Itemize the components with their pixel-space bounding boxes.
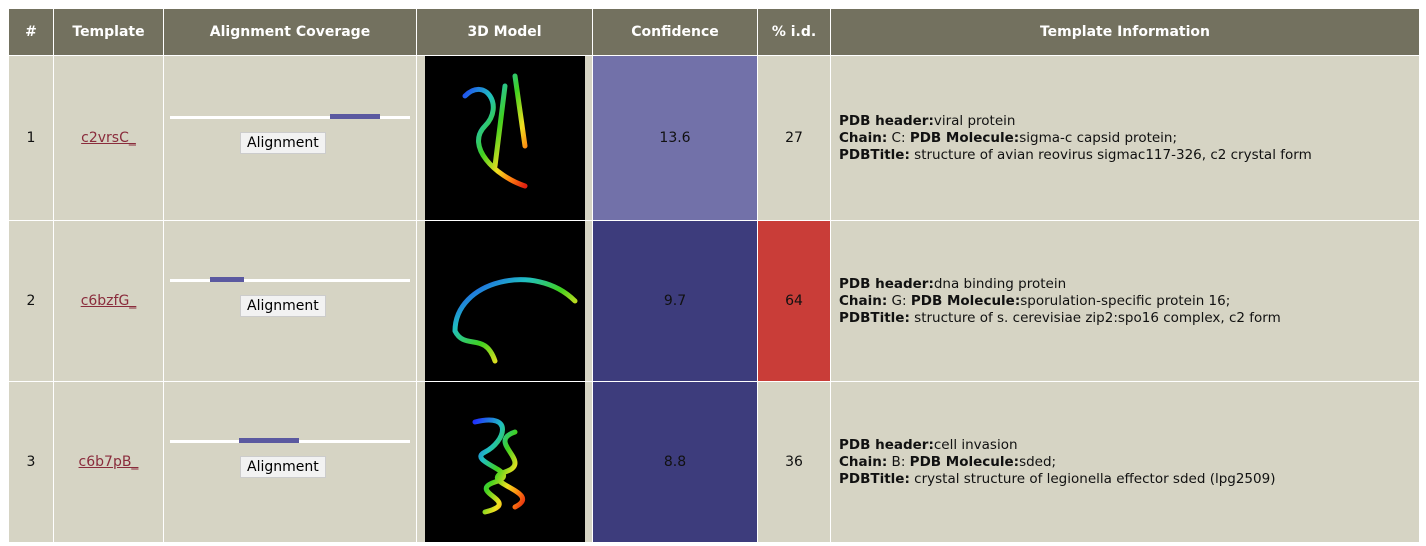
info-label: Chain: [839,130,887,146]
model-cell [417,221,593,382]
coverage: Alignment [164,108,416,168]
info-text: sded; [1019,454,1056,470]
row-number: 3 [9,382,54,543]
confidence: 13.6 [593,56,758,221]
col-header: Template [54,9,164,56]
info-label: PDB header: [839,276,934,292]
template-link[interactable]: c6bzfG_ [81,293,137,309]
percent-identity: 36 [758,382,831,543]
col-header: # [9,9,54,56]
info-label: PDB Molecule: [910,130,1019,146]
confidence: 9.7 [593,221,758,382]
model-image [425,221,585,381]
info-text: cell invasion [934,437,1018,453]
col-header: % i.d. [758,9,831,56]
alignment-button[interactable]: Alignment [240,295,326,317]
info-text: sigma-c capsid protein; [1019,130,1177,146]
template-cell: c2vrsC_ [54,56,164,221]
coverage-cell: Alignment [164,221,417,382]
info-label: PDBTitle: [839,471,910,487]
template-cell: c6b7pB_ [54,382,164,543]
percent-identity: 64 [758,221,831,382]
coverage-segment [330,114,380,119]
model-image [425,56,585,220]
ribbon [475,420,523,512]
coverage-line [170,279,410,282]
protein-model [425,56,585,220]
col-header: Confidence [593,9,758,56]
coverage-cell: Alignment [164,56,417,221]
info-label: PDB header: [839,113,934,129]
info-label: PDB Molecule: [911,293,1020,309]
info-text: sporulation-specific protein 16; [1020,293,1230,309]
template-link[interactable]: c2vrsC_ [81,130,136,146]
template-link[interactable]: c6b7pB_ [79,454,139,470]
info-text: crystal structure of legionella effector… [910,471,1276,487]
template-info: PDB header:viral protein Chain: C: PDB Mo… [831,56,1420,221]
model-cell [417,382,593,543]
info-text: dna binding protein [934,276,1066,292]
protein-model [425,221,585,381]
model-image [425,382,585,542]
percent-identity: 27 [758,56,831,221]
header-row: # Template Alignment Coverage 3D Model C… [9,9,1420,56]
info-text: structure of s. cerevisiae zip2:spo16 co… [910,310,1281,326]
info-label: Chain: [839,293,887,309]
info-label: PDBTitle: [839,310,910,326]
row-number: 2 [9,221,54,382]
col-header: Alignment Coverage [164,9,417,56]
template-info: PDB header:cell invasion Chain: B: PDB Mo… [831,382,1420,543]
col-header: Template Information [831,9,1420,56]
ribbon [455,280,575,361]
alignment-button[interactable]: Alignment [240,132,326,154]
info-text: viral protein [934,113,1016,129]
info-label: PDB header: [839,437,934,453]
template-cell: c6bzfG_ [54,221,164,382]
row-number: 1 [9,56,54,221]
coverage: Alignment [164,271,416,331]
coverage-segment [210,277,244,282]
coverage: Alignment [164,432,416,492]
info-text: structure of avian reovirus sigmac117-32… [910,147,1312,163]
info-text: C: [887,130,910,146]
protein-model [425,382,585,542]
info-label: PDBTitle: [839,147,910,163]
confidence: 8.8 [593,382,758,543]
ribbon [465,76,525,186]
info-text: B: [887,454,909,470]
coverage-cell: Alignment [164,382,417,543]
alignment-button[interactable]: Alignment [240,456,326,478]
info-text: G: [887,293,911,309]
info-label: PDB Molecule: [910,454,1019,470]
col-header: 3D Model [417,9,593,56]
info-label: Chain: [839,454,887,470]
results-table: # Template Alignment Coverage 3D Model C… [8,8,1420,543]
model-cell [417,56,593,221]
coverage-segment [239,438,299,443]
